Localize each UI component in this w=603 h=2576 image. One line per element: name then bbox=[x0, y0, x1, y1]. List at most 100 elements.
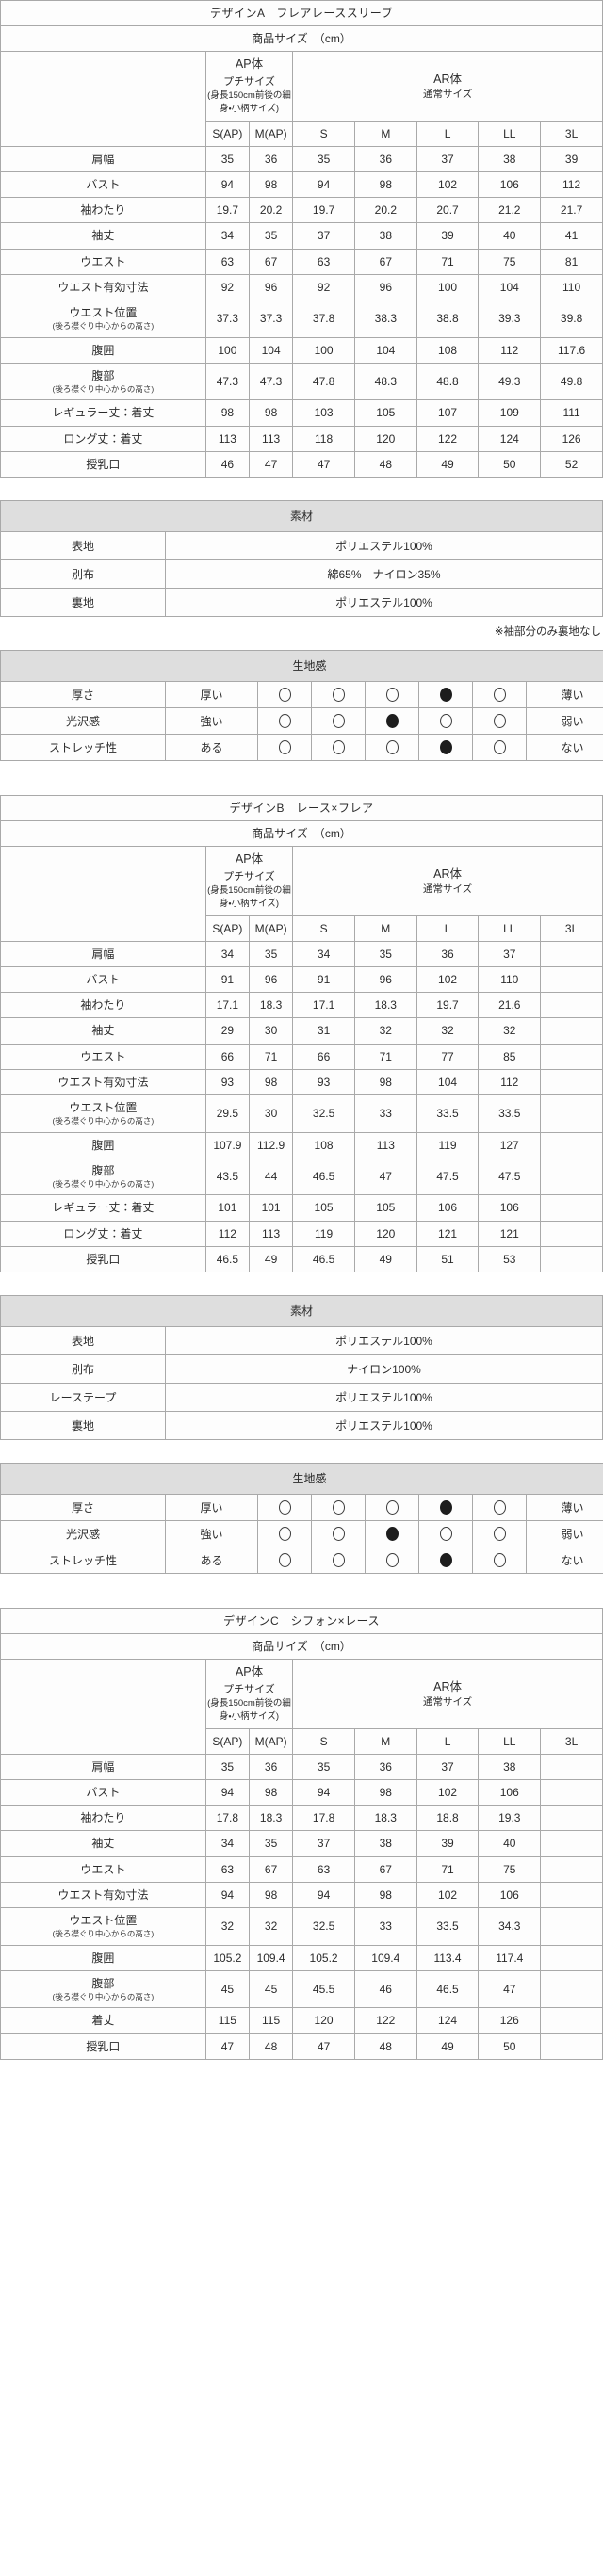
table-row: ウエスト位置 (後ろ襟ぐり中心からの高さ) 32 32 32.5 33 33.5 34.3 bbox=[0, 1906, 603, 1946]
cell-value: 18.3 bbox=[353, 992, 417, 1019]
group-header-row: AP体 プチサイズ (身長150cm前後の細身・小柄サイズ) AR体 通常サイズ bbox=[0, 1659, 603, 1755]
empty-circle-icon bbox=[278, 1553, 291, 1568]
empty-circle-icon bbox=[385, 688, 399, 703]
row-label: バスト bbox=[0, 1778, 206, 1806]
table-row: ウエスト 63 67 63 67 71 75 bbox=[0, 1855, 603, 1883]
feel-dot[interactable] bbox=[365, 1547, 419, 1574]
table-row: バスト 94 98 94 98 102 106 bbox=[0, 1778, 603, 1806]
cell-value: 71 bbox=[416, 1855, 480, 1883]
row-label: 袖わたり bbox=[0, 992, 206, 1019]
group-ap-note: (身長150cm前後の細身・小柄サイズ) bbox=[207, 885, 291, 909]
feel-dot[interactable] bbox=[365, 734, 419, 761]
cell-value: 47.5 bbox=[416, 1157, 480, 1196]
feel-dot-selected[interactable] bbox=[418, 681, 473, 708]
design-b-feel-table: 生地感 厚さ 厚い 薄い 光沢感 強い 弱い ストレッチ性 ある ない bbox=[0, 1463, 603, 1574]
feel-dot[interactable] bbox=[418, 707, 473, 735]
cell-value: 35 bbox=[204, 1753, 250, 1781]
material-label: レーステープ bbox=[0, 1383, 166, 1412]
row-label: 肩幅 bbox=[0, 1753, 206, 1781]
cell-value: 112 bbox=[478, 1068, 542, 1095]
cell-value: 109.4 bbox=[248, 1944, 294, 1971]
feel-dot[interactable] bbox=[365, 681, 419, 708]
feel-dot-selected[interactable] bbox=[365, 1520, 419, 1547]
feel-dot[interactable] bbox=[472, 681, 527, 708]
cell-value: 50 bbox=[478, 450, 542, 478]
group-ar-sub: 通常サイズ bbox=[423, 88, 473, 100]
material-label: 裏地 bbox=[0, 1411, 166, 1440]
cell-value: 49 bbox=[416, 450, 480, 478]
cell-value: 36 bbox=[416, 940, 480, 968]
table-row: 腹囲 107.9 112.9 108 113 119 127 bbox=[0, 1131, 603, 1158]
cell-value: 35 bbox=[292, 1753, 355, 1781]
design-c-size-table: デザインC シフォン×レース 商品サイズ （cm） AP体 プチサイズ (身長1… bbox=[0, 1607, 603, 2060]
material-title: 素材 bbox=[0, 500, 603, 532]
feel-dot[interactable] bbox=[311, 681, 366, 708]
cell-value: 105.2 bbox=[292, 1944, 355, 1971]
row-label: ウエスト位置 (後ろ襟ぐり中心からの高さ) bbox=[0, 1094, 206, 1133]
row-label-note: (後ろ襟ぐり中心からの高さ) bbox=[52, 1991, 155, 2001]
cell-value: 29 bbox=[204, 1017, 250, 1045]
col-header-3l: 3L bbox=[540, 120, 603, 147]
corner-cell bbox=[0, 51, 206, 147]
cell-value: 121 bbox=[478, 1220, 542, 1247]
feel-left-label: ある bbox=[165, 734, 258, 761]
empty-circle-icon bbox=[278, 688, 291, 703]
feel-dot[interactable] bbox=[311, 734, 366, 761]
cell-value: 94 bbox=[204, 1881, 250, 1908]
design-c-banner: デザインC シフォン×レース bbox=[0, 1607, 603, 1635]
cell-not-available bbox=[540, 2007, 603, 2034]
feel-dot[interactable] bbox=[257, 681, 312, 708]
feel-dot[interactable] bbox=[257, 734, 312, 761]
col-header-m: M bbox=[353, 120, 417, 147]
feel-dot-selected[interactable] bbox=[418, 1494, 473, 1521]
cell-value: 38 bbox=[353, 1830, 417, 1857]
col-header-map: M(AP) bbox=[248, 1727, 294, 1755]
cell-value: 98 bbox=[248, 399, 294, 427]
material-row: レーステープ ポリエステル100% bbox=[0, 1383, 603, 1412]
empty-circle-icon bbox=[385, 1500, 399, 1515]
feel-dot[interactable] bbox=[311, 707, 366, 735]
group-ap-title: AP体 bbox=[235, 1665, 264, 1679]
filled-circle-icon bbox=[385, 1527, 399, 1542]
cell-value: 36 bbox=[248, 1753, 294, 1781]
filled-circle-icon bbox=[439, 688, 452, 703]
feel-dot[interactable] bbox=[311, 1494, 366, 1521]
cell-value: 32.5 bbox=[292, 1906, 355, 1946]
feel-dot[interactable] bbox=[257, 1520, 312, 1547]
size-banner-label: 商品サイズ （cm） bbox=[0, 25, 603, 53]
cell-value: 101 bbox=[248, 1194, 294, 1222]
cell-value: 124 bbox=[416, 2007, 480, 2034]
feel-dot[interactable] bbox=[472, 734, 527, 761]
cell-value: 35 bbox=[248, 940, 294, 968]
table-row: 腹部 (後ろ襟ぐり中心からの高さ) 47.3 47.3 47.8 48.3 48.8 49.3… bbox=[0, 362, 603, 401]
feel-dot[interactable] bbox=[365, 1494, 419, 1521]
feel-dot-selected[interactable] bbox=[418, 734, 473, 761]
feel-dot[interactable] bbox=[257, 1547, 312, 1574]
cell-value: 33.5 bbox=[478, 1094, 542, 1133]
feel-left-label: ある bbox=[165, 1547, 258, 1574]
feel-dot[interactable] bbox=[257, 707, 312, 735]
feel-dot-selected[interactable] bbox=[418, 1547, 473, 1574]
feel-dot[interactable] bbox=[257, 1494, 312, 1521]
material-row: 表地 ポリエステル100% bbox=[0, 531, 603, 560]
cell-value: 75 bbox=[478, 248, 542, 275]
feel-dot[interactable] bbox=[418, 1520, 473, 1547]
cell-value: 108 bbox=[416, 336, 480, 364]
cell-value: 19.3 bbox=[478, 1805, 542, 1832]
table-row: 腹囲 100 104 100 104 108 112 117.6 bbox=[0, 336, 603, 364]
feel-dot[interactable] bbox=[472, 1494, 527, 1521]
cell-value: 112 bbox=[204, 1220, 250, 1247]
empty-circle-icon bbox=[493, 714, 506, 729]
feel-dot-selected[interactable] bbox=[365, 707, 419, 735]
cell-value: 46.5 bbox=[416, 1969, 480, 2009]
feel-dot[interactable] bbox=[311, 1547, 366, 1574]
feel-dot[interactable] bbox=[311, 1520, 366, 1547]
cell-value: 48 bbox=[353, 450, 417, 478]
cell-value: 120 bbox=[353, 1220, 417, 1247]
feel-dot[interactable] bbox=[472, 1520, 527, 1547]
feel-dot[interactable] bbox=[472, 707, 527, 735]
feel-dot[interactable] bbox=[472, 1547, 527, 1574]
table-row: ウエスト位置 (後ろ襟ぐり中心からの高さ) 29.5 30 32.5 33 33.5 33.5 bbox=[0, 1094, 603, 1133]
feel-row-label: ストレッチ性 bbox=[0, 734, 166, 761]
cell-value: 107 bbox=[416, 399, 480, 427]
